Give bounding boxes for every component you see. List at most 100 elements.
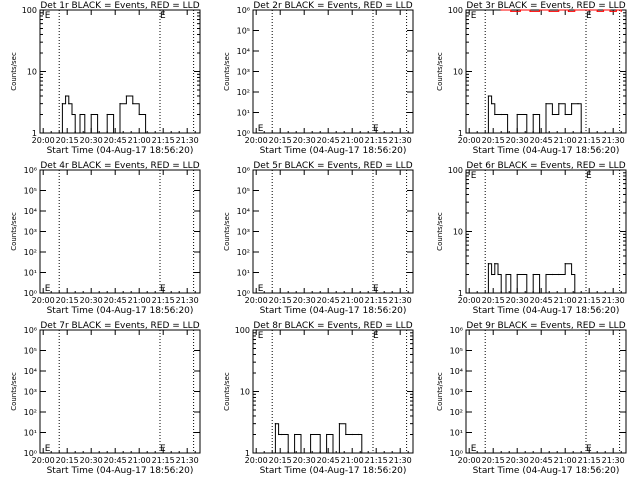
x-tick-label: 20:15 [269,456,292,465]
x-tick-label: 20:45 [530,456,553,465]
y-tick-label: 10⁴ [24,367,37,376]
data-point [68,103,70,105]
data-point [620,10,622,12]
x-tick-label: 20:45 [530,136,553,145]
data-point [132,103,134,105]
data-point [571,273,573,276]
event-marker-label: E [471,444,477,454]
y-tick-label: 10² [24,248,37,257]
y-tick-label: 100 [235,326,250,335]
y-tick-label: 10⁰ [237,289,250,298]
x-axis-title: Start Time (04-Aug-17 18:56:20) [260,146,407,156]
data-point [281,433,283,436]
y-tick-label: 10¹ [24,269,37,278]
x-tick-label: 20:00 [458,136,481,145]
data-point [519,9,522,11]
x-tick-label: 21:15 [152,456,175,465]
chart-title: Det 6r BLACK = Events, RED = LLD [466,161,625,171]
event-marker-label: E [258,124,264,134]
data-point [90,113,92,116]
data-point [497,273,499,276]
data-point [326,433,328,436]
x-tick-label: 20:45 [317,136,340,145]
x-tick-label: 20:00 [458,296,481,305]
event-marker-label: E [45,284,51,294]
y-tick-label: 10³ [450,388,463,397]
data-point [148,132,150,134]
plot-frame [252,9,414,134]
event-marker-label: E [45,11,51,21]
x-tick-label: 21:30 [176,296,199,305]
x-tick-label: 21:00 [128,456,151,465]
y-tick-label: 10¹ [237,109,250,118]
data-point [345,433,347,436]
y-tick-label: 10¹ [24,429,37,438]
x-tick-label: 20:15 [56,136,79,145]
chart-panel-4: Det 4r BLACK = Events, RED = LLD 10⁰ 10¹ 10… [10,161,201,316]
event-marker-label: E [471,171,477,181]
chart-panel-7: Det 7r BLACK = Events, RED = LLD 10⁰ 10¹ 10… [10,321,201,476]
data-point [564,113,566,116]
data-point [338,423,340,425]
data-point [564,263,566,265]
data-point [558,9,560,11]
event-marker-label: E [45,444,51,454]
data-point [567,10,570,12]
x-tick-label: 20:00 [32,456,55,465]
y-tick-label: 10⁴ [237,207,250,216]
x-tick-label: 20:30 [506,296,529,305]
data-point [510,10,512,12]
y-tick-label: 10² [450,408,463,417]
data-point [84,132,86,134]
y-tick-label: 10⁵ [24,187,37,196]
data-point [58,132,60,134]
x-tick-label: 21:15 [578,296,601,305]
series-events [484,95,582,134]
data-point [558,103,560,105]
event-marker-label: E [373,331,379,341]
x-tick-label: 21:00 [341,296,364,305]
data-point [500,9,502,11]
chart-title: Det 2r BLACK = Events, RED = LLD [253,1,412,11]
y-tick-label: 10⁵ [24,347,37,356]
chart-title: Det 7r BLACK = Events, RED = LLD [40,321,199,331]
data-point [294,433,296,436]
event-marker-label: E [586,444,592,454]
data-point [278,433,280,436]
x-tick-label: 20:30 [80,456,103,465]
data-point [545,273,547,276]
series-events [271,423,363,454]
data-point [119,103,121,105]
event-marker-label: E [586,171,592,181]
data-point [507,132,509,134]
data-point [551,273,554,276]
y-tick-label: 10 [27,68,37,77]
x-tick-label: 20:45 [104,456,127,465]
data-point [358,433,360,436]
y-tick-label: 1 [245,449,250,458]
y-tick-label: 100 [448,6,463,15]
x-tick-label: 20:15 [482,456,505,465]
y-tick-label: 10⁶ [24,166,37,175]
x-tick-label: 20:00 [245,456,268,465]
data-point [287,452,289,454]
data-point [145,132,147,134]
y-axis-title: Counts/sec [10,52,18,91]
x-tick-label: 21:00 [128,296,151,305]
y-tick-label: 10³ [237,228,250,237]
data-point [516,113,518,116]
data-point [271,452,273,454]
data-point [548,10,550,12]
chart-title: Det 8r BLACK = Events, RED = LLD [253,321,412,331]
y-axis-title: Counts/sec [436,52,444,91]
x-tick-label: 21:30 [389,296,412,305]
data-point [361,452,363,454]
x-axis-title: Start Time (04-Aug-17 18:56:20) [260,306,407,316]
data-point [97,132,99,134]
x-tick-label: 21:30 [389,456,412,465]
plot-frame [39,329,201,454]
y-tick-label: 10⁰ [450,449,463,458]
series-events [484,263,576,294]
data-point [558,273,560,276]
data-point [615,9,618,11]
